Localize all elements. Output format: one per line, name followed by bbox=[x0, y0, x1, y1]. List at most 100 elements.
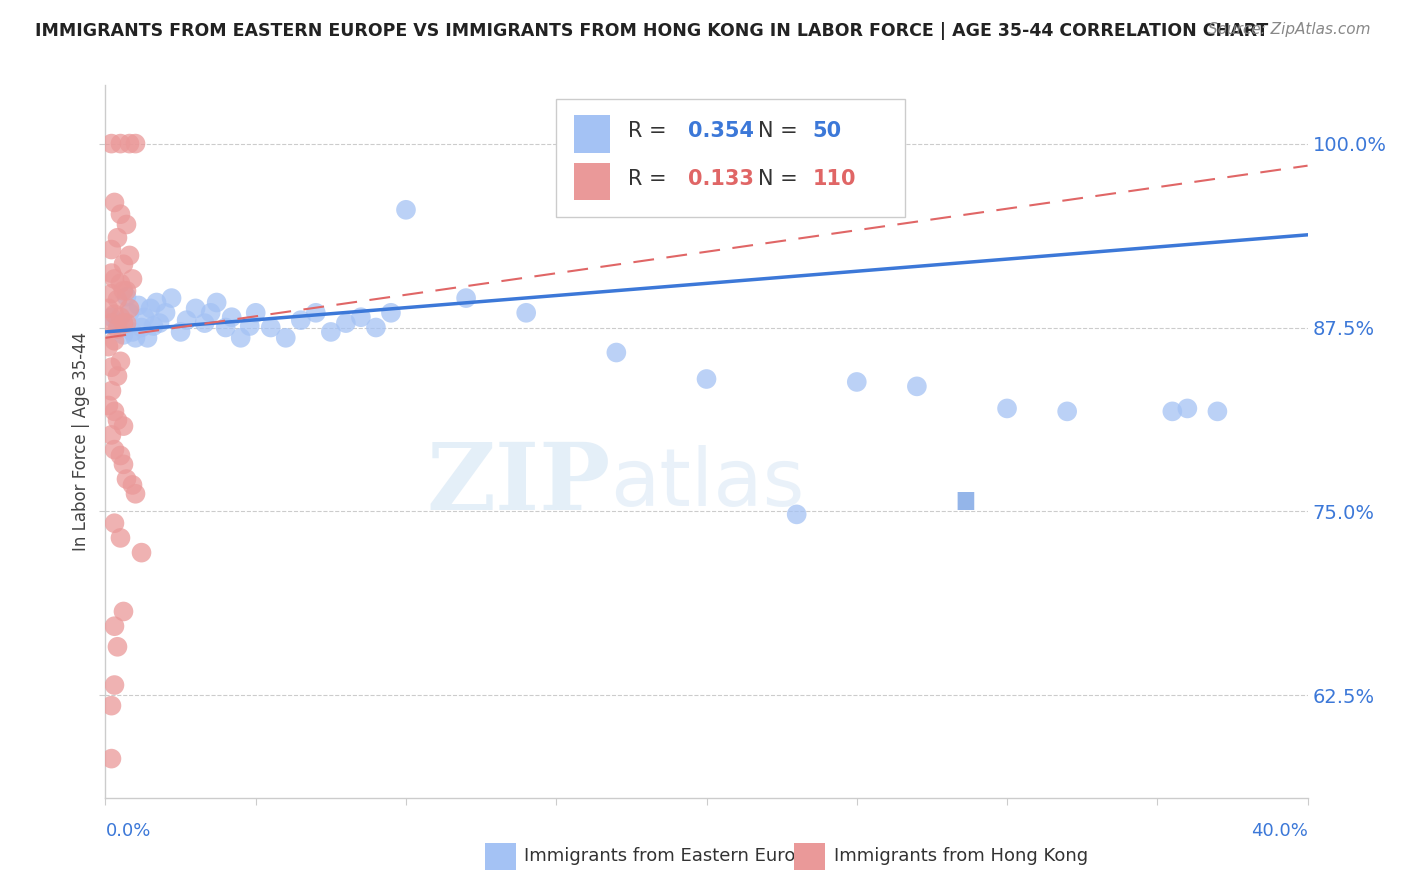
Point bbox=[100, 698, 122, 713]
Point bbox=[97, 340, 120, 354]
Point bbox=[169, 325, 191, 339]
Point bbox=[124, 331, 146, 345]
Point bbox=[100, 243, 122, 257]
Point bbox=[110, 277, 132, 291]
Point bbox=[229, 331, 252, 345]
Point bbox=[155, 306, 177, 320]
Point bbox=[305, 306, 328, 320]
Point bbox=[786, 508, 808, 522]
Point bbox=[103, 404, 125, 418]
Point bbox=[1056, 404, 1078, 418]
Point bbox=[136, 331, 159, 345]
Point bbox=[124, 136, 146, 151]
Text: ZIP: ZIP bbox=[426, 440, 610, 529]
Point bbox=[100, 360, 122, 375]
Text: IMMIGRANTS FROM EASTERN EUROPE VS IMMIGRANTS FROM HONG KONG IN LABOR FORCE | AGE: IMMIGRANTS FROM EASTERN EUROPE VS IMMIGR… bbox=[35, 22, 1268, 40]
Point bbox=[380, 306, 402, 320]
Point bbox=[110, 136, 132, 151]
Point bbox=[274, 331, 297, 345]
Point bbox=[112, 419, 135, 434]
Point bbox=[121, 325, 143, 339]
Point bbox=[110, 354, 132, 368]
Text: N =: N = bbox=[758, 169, 804, 189]
Point bbox=[145, 295, 167, 310]
Point bbox=[115, 284, 138, 298]
Point bbox=[1175, 401, 1198, 416]
Point bbox=[100, 310, 122, 325]
Point bbox=[107, 322, 129, 336]
Point bbox=[221, 310, 243, 325]
Point bbox=[112, 316, 135, 330]
Point bbox=[110, 310, 132, 325]
Text: atlas: atlas bbox=[610, 445, 804, 524]
Point bbox=[121, 478, 143, 492]
Point bbox=[103, 516, 125, 531]
Point bbox=[176, 313, 198, 327]
Point bbox=[110, 449, 132, 463]
Point bbox=[100, 316, 122, 330]
Text: Immigrants from Eastern Europe: Immigrants from Eastern Europe bbox=[524, 847, 818, 865]
Point bbox=[350, 310, 373, 325]
Point bbox=[845, 375, 868, 389]
Point bbox=[107, 293, 129, 307]
Point bbox=[142, 319, 165, 334]
Point bbox=[112, 458, 135, 472]
Point bbox=[128, 298, 150, 312]
Point bbox=[100, 286, 122, 301]
Point bbox=[239, 319, 262, 334]
Point bbox=[121, 272, 143, 286]
Point bbox=[107, 316, 129, 330]
Point bbox=[160, 291, 183, 305]
Point bbox=[118, 301, 141, 316]
Point bbox=[134, 310, 156, 325]
FancyBboxPatch shape bbox=[557, 99, 905, 217]
Point bbox=[148, 316, 170, 330]
Point bbox=[200, 306, 222, 320]
Point bbox=[103, 334, 125, 348]
Point bbox=[97, 399, 120, 413]
Point bbox=[454, 291, 477, 305]
Point bbox=[124, 487, 146, 501]
Point bbox=[395, 202, 418, 217]
Text: 0.0%: 0.0% bbox=[105, 822, 150, 840]
Point bbox=[118, 248, 141, 262]
Point bbox=[103, 678, 125, 692]
Point bbox=[115, 290, 138, 304]
Text: 50: 50 bbox=[813, 121, 841, 141]
Point bbox=[364, 320, 387, 334]
Bar bbox=[574, 115, 610, 153]
Point bbox=[139, 301, 162, 316]
Point bbox=[103, 195, 125, 210]
Point bbox=[103, 307, 125, 321]
Point bbox=[112, 605, 135, 619]
Point bbox=[205, 295, 228, 310]
Point bbox=[260, 320, 283, 334]
Text: R =: R = bbox=[628, 169, 673, 189]
Text: 110: 110 bbox=[813, 169, 856, 189]
Text: .: . bbox=[948, 438, 983, 531]
Point bbox=[115, 472, 138, 486]
Point bbox=[290, 313, 312, 327]
Point bbox=[110, 531, 132, 545]
Text: 0.354: 0.354 bbox=[689, 121, 755, 141]
Point bbox=[100, 136, 122, 151]
Text: Source: ZipAtlas.com: Source: ZipAtlas.com bbox=[1208, 22, 1371, 37]
Point bbox=[696, 372, 718, 386]
Point bbox=[97, 301, 120, 316]
Text: N =: N = bbox=[758, 121, 804, 141]
Point bbox=[1206, 404, 1229, 418]
Point bbox=[995, 401, 1018, 416]
Point bbox=[103, 442, 125, 457]
Point bbox=[103, 619, 125, 633]
Point bbox=[214, 320, 236, 334]
Point bbox=[103, 272, 125, 286]
Point bbox=[107, 231, 129, 245]
Point bbox=[1161, 404, 1184, 418]
Point bbox=[107, 640, 129, 654]
Point bbox=[319, 325, 342, 339]
Point bbox=[245, 306, 267, 320]
Point bbox=[107, 369, 129, 384]
Point bbox=[100, 751, 122, 765]
Point bbox=[131, 546, 153, 560]
Point bbox=[115, 218, 138, 232]
